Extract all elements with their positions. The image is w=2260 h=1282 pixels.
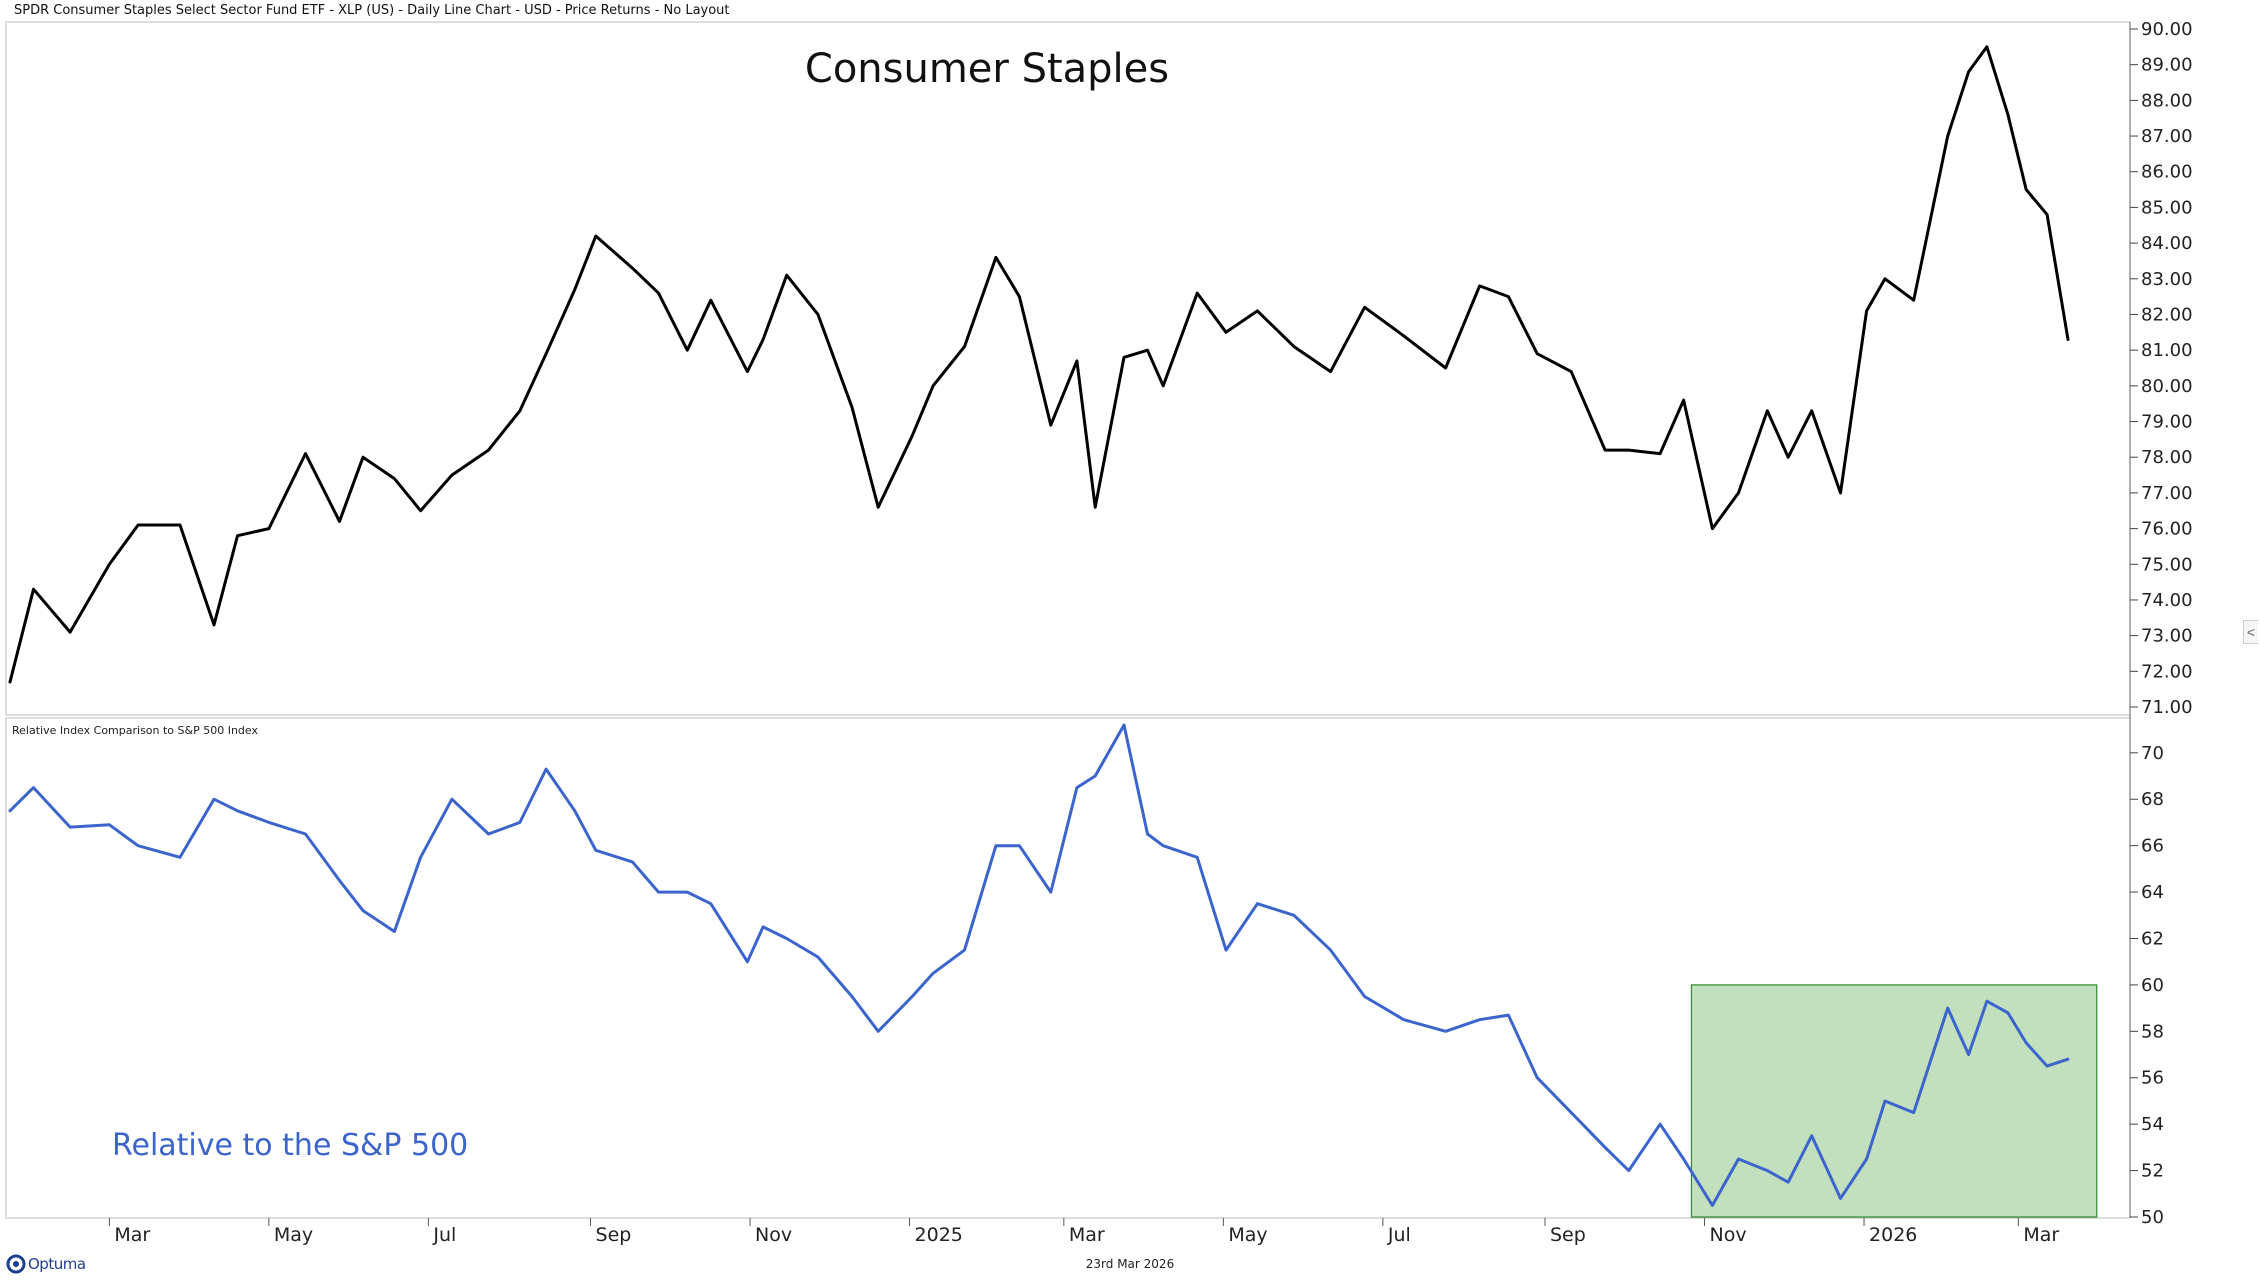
relative-tick-label: 60 [2141, 975, 2164, 996]
relative-tick-label: 68 [2141, 789, 2164, 810]
logo-text: Optuma [28, 1255, 86, 1273]
optuma-logo: Optuma [6, 1253, 86, 1275]
time-axis[interactable]: Mar May Jul Sep Nov 2025 Mar May Jul Sep Nov 2026 Ma… [108, 1218, 2059, 1246]
price-tick-label: 89.00 [2141, 55, 2193, 76]
price-tick-label: 82.00 [2141, 304, 2193, 325]
time-tick-label: Jul [1387, 1224, 1411, 1246]
price-axis: 90.00 89.00 88.00 87.00 86.00 85.00 84.00 83.00… [2130, 19, 2193, 718]
relative-tick-label: 64 [2141, 882, 2164, 903]
price-tick-label: 75.00 [2141, 554, 2193, 575]
time-tick-label: Mar [2023, 1224, 2059, 1246]
price-tick-label: 84.00 [2141, 233, 2193, 254]
time-tick-label: Nov [755, 1224, 792, 1246]
relative-axis: 70 68 66 64 62 60 58 56 54 52 50 [2130, 743, 2164, 1228]
price-tick-label: 73.00 [2141, 626, 2193, 647]
relative-tick-label: 50 [2141, 1207, 2164, 1228]
price-tick-label: 85.00 [2141, 197, 2193, 218]
price-tick-label: 71.00 [2141, 697, 2193, 718]
relative-panel-title: Relative Index Comparison to S&P 500 Ind… [12, 724, 258, 737]
relative-annotation: Relative to the S&P 500 [112, 1128, 468, 1163]
panel-frames [5, 21, 2131, 1219]
optuma-logo-icon [6, 1254, 26, 1274]
price-chart-title: Consumer Staples [805, 46, 1169, 92]
price-tick-label: 80.00 [2141, 376, 2193, 397]
relative-series [8, 723, 2070, 1207]
time-tick-label: May [1228, 1224, 1267, 1246]
price-tick-label: 86.00 [2141, 162, 2193, 183]
price-tick-label: 77.00 [2141, 483, 2193, 504]
time-tick-label: Sep [1550, 1224, 1586, 1246]
chart-header: SPDR Consumer Staples Select Sector Fund… [14, 3, 730, 18]
price-line [8, 45, 2070, 684]
time-tick-label: 2026 [1869, 1224, 1917, 1246]
time-tick-label: May [274, 1224, 313, 1246]
price-series [8, 45, 2070, 684]
time-tick-label: Sep [596, 1224, 632, 1246]
price-tick-label: 79.00 [2141, 412, 2193, 433]
relative-tick-label: 66 [2141, 836, 2164, 857]
relative-line [8, 723, 2070, 1207]
price-tick-label: 83.00 [2141, 269, 2193, 290]
relative-tick-label: 54 [2141, 1114, 2164, 1135]
collapse-panel-button[interactable]: < [2243, 620, 2258, 644]
time-tick-label: Nov [1710, 1224, 1747, 1246]
time-tick-label: Mar [114, 1224, 150, 1246]
price-tick-label: 72.00 [2141, 661, 2193, 682]
relative-tick-label: 62 [2141, 928, 2164, 949]
time-tick-label: 2025 [915, 1224, 963, 1246]
highlight-rect [1690, 984, 2098, 1218]
price-tick-label: 74.00 [2141, 590, 2193, 611]
price-tick-label: 78.00 [2141, 447, 2193, 468]
relative-tick-label: 70 [2141, 743, 2164, 764]
price-tick-label: 81.00 [2141, 340, 2193, 361]
relative-tick-label: 52 [2141, 1161, 2164, 1182]
highlight-box [1690, 984, 2098, 1218]
price-tick-label: 88.00 [2141, 90, 2193, 111]
price-tick-label: 76.00 [2141, 519, 2193, 540]
relative-tick-label: 58 [2141, 1021, 2164, 1042]
footer-date: 23rd Mar 2026 [1086, 1257, 1174, 1271]
price-panel-frame [5, 21, 2131, 716]
time-tick-label: Jul [432, 1224, 456, 1246]
price-tick-label: 87.00 [2141, 126, 2193, 147]
time-tick-label: Mar [1069, 1224, 1105, 1246]
relative-tick-label: 56 [2141, 1068, 2164, 1089]
price-tick-label: 90.00 [2141, 19, 2193, 40]
